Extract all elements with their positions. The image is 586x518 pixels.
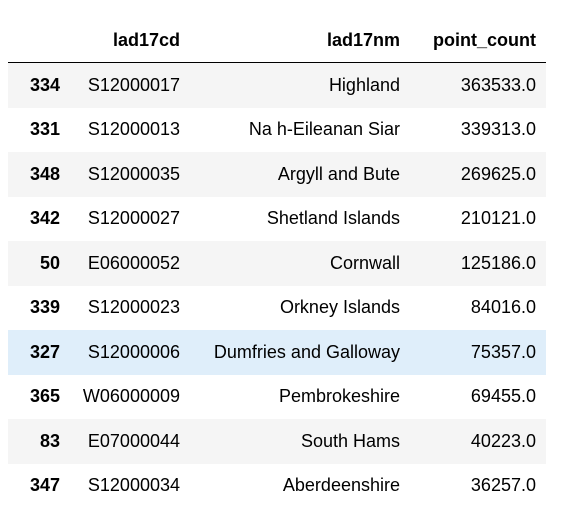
cell-point-count: 69455.0: [470, 386, 536, 407]
cell-lad17nm: Highland: [328, 74, 400, 95]
column-header-lad17nm: lad17nm: [190, 18, 410, 63]
cell-lad17cd: S12000013: [87, 119, 180, 140]
cell-lad17nm: Shetland Islands: [266, 208, 400, 229]
table-row: 331 S12000013 Na h-Eileanan Siar 339313.0: [8, 107, 546, 152]
table-row: 347 S12000034 Aberdeenshire 36257.0: [8, 463, 546, 508]
row-index: 334: [29, 74, 60, 95]
row-index: 83: [39, 430, 60, 451]
table-row: 365 W06000009 Pembrokeshire 69455.0: [8, 374, 546, 419]
cell-lad17cd: E06000052: [87, 252, 180, 273]
cell-point-count: 75357.0: [470, 341, 536, 362]
row-index: 339: [29, 297, 60, 318]
table-row: 342 S12000027 Shetland Islands 210121.0: [8, 196, 546, 241]
cell-lad17cd: E07000044: [87, 430, 180, 451]
cell-point-count: 40223.0: [470, 430, 536, 451]
table-row: 327 S12000006 Dumfries and Galloway 75357.0: [8, 330, 546, 375]
column-header-point-count: point_count: [410, 18, 546, 63]
cell-point-count: 125186.0: [460, 252, 536, 273]
header-row: lad17cd lad17nm point_count: [8, 18, 546, 63]
cell-point-count: 269625.0: [460, 163, 536, 184]
cell-point-count: 339313.0: [460, 119, 536, 140]
cell-lad17cd: S12000035: [87, 163, 180, 184]
row-index: 327: [29, 341, 60, 362]
cell-lad17nm: Aberdeenshire: [282, 475, 400, 496]
row-index: 348: [29, 163, 60, 184]
dataframe-table: lad17cd lad17nm point_count 334 S12000017…: [8, 18, 546, 508]
cell-lad17cd: S12000023: [87, 297, 180, 318]
cell-lad17nm: Pembrokeshire: [278, 386, 400, 407]
cell-lad17nm: Na h-Eileanan Siar: [248, 119, 400, 140]
cell-point-count: 84016.0: [470, 297, 536, 318]
dataframe-output: lad17cd lad17nm point_count 334 S12000017…: [8, 18, 546, 508]
table-header: lad17cd lad17nm point_count: [8, 18, 546, 63]
row-index: 50: [39, 252, 60, 273]
cell-lad17cd: S12000017: [87, 74, 180, 95]
cell-lad17cd: S12000034: [87, 475, 180, 496]
cell-lad17nm: Argyll and Bute: [277, 163, 400, 184]
row-index: 347: [29, 475, 60, 496]
cell-point-count: 210121.0: [460, 208, 536, 229]
row-index: 331: [29, 119, 60, 140]
row-index: 342: [29, 208, 60, 229]
cell-lad17nm: South Hams: [300, 430, 400, 451]
table-row: 83 E07000044 South Hams 40223.0: [8, 419, 546, 464]
row-index: 365: [29, 386, 60, 407]
index-header: [8, 18, 70, 63]
cell-lad17nm: Orkney Islands: [279, 297, 400, 318]
table-row: 334 S12000017 Highland 363533.0: [8, 62, 546, 108]
cell-lad17cd: S12000027: [87, 208, 180, 229]
table-row: 348 S12000035 Argyll and Bute 269625.0: [8, 152, 546, 197]
table-body: 334 S12000017 Highland 363533.0 331 S12000013…: [8, 62, 546, 508]
table-row: 339 S12000023 Orkney Islands 84016.0: [8, 285, 546, 330]
cell-lad17nm: Dumfries and Galloway: [213, 341, 400, 362]
column-header-lad17cd: lad17cd: [70, 18, 190, 63]
cell-lad17cd: W06000009: [82, 386, 180, 407]
cell-lad17nm: Cornwall: [329, 252, 400, 273]
cell-point-count: 36257.0: [470, 475, 536, 496]
cell-lad17cd: S12000006: [87, 341, 180, 362]
cell-point-count: 363533.0: [460, 74, 536, 95]
table-row: 50 E06000052 Cornwall 125186.0: [8, 241, 546, 286]
